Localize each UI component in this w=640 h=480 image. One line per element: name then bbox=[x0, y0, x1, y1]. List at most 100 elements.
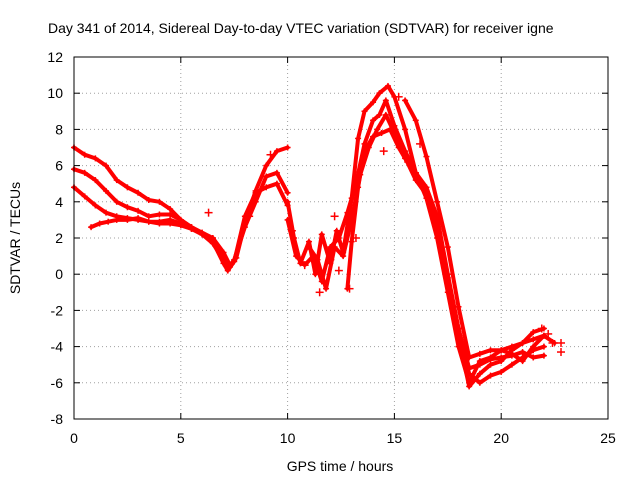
data-point bbox=[344, 209, 351, 216]
data-point bbox=[177, 222, 184, 229]
x-tick-label: 15 bbox=[387, 430, 403, 446]
data-point bbox=[188, 225, 195, 232]
data-point bbox=[402, 97, 409, 104]
data-layer bbox=[71, 82, 566, 390]
data-point bbox=[145, 213, 152, 220]
data-point bbox=[333, 227, 340, 234]
data-point bbox=[135, 207, 142, 214]
data-point bbox=[124, 204, 131, 211]
data-point bbox=[476, 379, 483, 386]
y-axis-label: SDTVAR / TECUs bbox=[7, 182, 23, 294]
data-point bbox=[361, 148, 368, 155]
data-point bbox=[263, 173, 270, 180]
data-point bbox=[145, 196, 152, 203]
y-tick-label: 10 bbox=[47, 85, 63, 101]
data-point bbox=[395, 144, 402, 151]
data-point bbox=[92, 177, 99, 184]
data-point bbox=[382, 111, 389, 118]
data-point bbox=[167, 211, 174, 218]
data-point bbox=[209, 235, 216, 241]
scatter-point bbox=[379, 147, 388, 156]
y-tick-label: 0 bbox=[55, 266, 63, 282]
data-point bbox=[220, 260, 227, 267]
data-point bbox=[323, 285, 330, 292]
data-point bbox=[540, 352, 547, 359]
data-point bbox=[466, 370, 473, 377]
data-point bbox=[348, 238, 355, 245]
data-point bbox=[412, 117, 419, 124]
data-point bbox=[476, 370, 483, 377]
scatter-point bbox=[416, 139, 425, 148]
series-line-arc-5 bbox=[285, 84, 546, 389]
scatter-point bbox=[548, 338, 557, 347]
y-tick-label: -4 bbox=[51, 339, 64, 355]
scatter-point bbox=[394, 92, 403, 101]
data-point bbox=[273, 180, 280, 187]
data-point bbox=[370, 99, 377, 106]
scatter-point bbox=[266, 150, 275, 159]
x-tick-label: 0 bbox=[70, 430, 78, 446]
scatter-point bbox=[557, 338, 566, 347]
series-line-arc-6 bbox=[285, 98, 546, 385]
data-point bbox=[355, 184, 362, 191]
data-point bbox=[156, 198, 163, 205]
data-point bbox=[96, 220, 103, 227]
data-point bbox=[508, 361, 515, 368]
data-point bbox=[370, 133, 377, 140]
data-point bbox=[284, 189, 291, 196]
series-line-arc-9 bbox=[403, 98, 557, 360]
data-point bbox=[530, 329, 537, 336]
data-point bbox=[378, 130, 385, 137]
data-point bbox=[519, 349, 526, 356]
data-point bbox=[331, 244, 338, 251]
data-point bbox=[284, 216, 291, 223]
data-point bbox=[103, 162, 110, 169]
data-point bbox=[284, 144, 291, 151]
data-point bbox=[92, 155, 99, 162]
data-point bbox=[487, 356, 494, 363]
data-point bbox=[402, 126, 409, 133]
data-point bbox=[145, 218, 152, 225]
x-tick-label: 25 bbox=[600, 430, 616, 446]
data-point bbox=[167, 206, 174, 213]
data-point bbox=[263, 184, 270, 191]
data-point bbox=[404, 158, 411, 165]
scatter-point bbox=[300, 261, 309, 270]
series-line-arc-8 bbox=[345, 127, 546, 371]
data-point bbox=[487, 347, 494, 354]
scatter-point bbox=[351, 234, 360, 242]
data-point bbox=[423, 191, 430, 198]
scatter-point bbox=[330, 212, 339, 221]
data-point bbox=[305, 244, 312, 251]
data-point bbox=[476, 350, 483, 357]
data-point bbox=[466, 379, 473, 386]
x-tick-label: 20 bbox=[493, 430, 509, 446]
scatter-point bbox=[537, 324, 546, 333]
data-point bbox=[305, 238, 312, 245]
scatter-point bbox=[315, 288, 324, 297]
data-point bbox=[113, 216, 120, 223]
data-point bbox=[252, 189, 259, 196]
data-point bbox=[382, 97, 389, 104]
data-point bbox=[113, 198, 120, 205]
data-point bbox=[135, 189, 142, 196]
y-tick-label: 6 bbox=[55, 158, 63, 174]
data-point bbox=[370, 117, 377, 124]
data-point bbox=[355, 135, 362, 142]
data-point bbox=[199, 231, 206, 238]
data-point bbox=[156, 211, 163, 218]
data-point bbox=[487, 361, 494, 368]
data-point bbox=[156, 220, 163, 227]
scatter-point bbox=[326, 255, 335, 264]
data-point bbox=[81, 151, 88, 158]
data-point bbox=[455, 325, 462, 332]
data-point bbox=[135, 215, 142, 222]
data-point bbox=[498, 347, 505, 354]
data-point bbox=[387, 126, 394, 133]
data-point bbox=[92, 202, 99, 209]
data-point bbox=[293, 253, 300, 260]
y-tick-label: 4 bbox=[55, 194, 63, 210]
data-point bbox=[113, 177, 120, 184]
scatter-point bbox=[544, 329, 553, 338]
scatter-point bbox=[345, 284, 354, 293]
